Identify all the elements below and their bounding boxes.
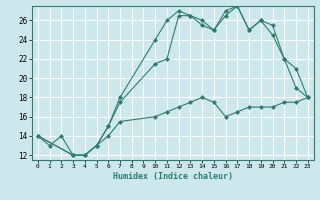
X-axis label: Humidex (Indice chaleur): Humidex (Indice chaleur) — [113, 172, 233, 181]
